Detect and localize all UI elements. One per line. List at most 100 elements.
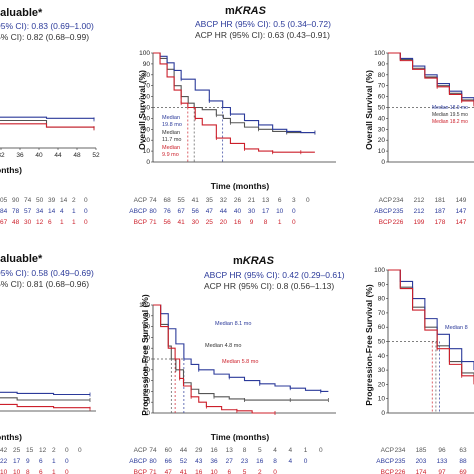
left-os-curves	[0, 116, 95, 131]
mkras-os-risk-value: 76	[163, 208, 171, 215]
mkras-os-risk-value: 17	[262, 208, 270, 215]
mkras-os-risk-value: 74	[149, 197, 157, 204]
mkras-os-y-tick-label: 90	[143, 61, 151, 68]
mkras-os-risk-value: 35	[206, 197, 214, 204]
left-pfs-risk-value: 0	[65, 447, 69, 454]
mkras-pfs-risk-value: 27	[226, 458, 234, 465]
mkras-pfs-risk-value: 10	[210, 469, 218, 474]
mkras-os-y-tick-label: 30	[143, 126, 151, 133]
mkras-os-abcp-curve	[153, 52, 315, 134]
mkras-os-risk-value: 13	[262, 197, 270, 204]
right-os-risk-value: 181	[435, 197, 446, 204]
right-os-curves	[388, 52, 474, 108]
mkras-os-median-bcp-label: Median	[162, 145, 180, 151]
left-os-risk-value: 78	[12, 208, 20, 215]
mkras-os-risk-value: 0	[292, 208, 296, 215]
mkras-pfs-y-tick-label: 90	[143, 313, 151, 320]
right-pfs-y-tick-label: 80	[378, 296, 386, 303]
mkras-pfs-risk-value: 4	[273, 447, 277, 454]
mkras-pfs-risk-value: 6	[227, 469, 231, 474]
mkras-pfs-curves	[153, 304, 329, 415]
right-os-risk-value: 178	[435, 219, 446, 226]
mkras-os-risk-value: 67	[178, 208, 186, 215]
right-pfs-y-tick-label: 50	[378, 339, 386, 346]
right-os-y-tick-label: 80	[378, 72, 386, 79]
left-pfs-risk-value: 1	[52, 458, 56, 465]
left-os-risk-value: 67	[0, 219, 8, 226]
mkras-pfs-risk-value: 4	[288, 447, 292, 454]
left-pfs-title: valuable*	[0, 253, 43, 265]
right-os-median-bcp: Median 18.2 mo	[432, 119, 468, 125]
mkras-os-risk-value: 41	[178, 219, 186, 226]
mkras-pfs-risk-value: 16	[256, 458, 264, 465]
right-os-panel: Overall Survival (%) 0 10 20 30 40 50 60 70 80 90…	[364, 50, 474, 226]
left-pfs-risk-value: 17	[13, 458, 21, 465]
left-pfs-risk-value: 10	[0, 469, 8, 474]
right-os-risk-value: 187	[435, 208, 446, 215]
mkras-os-risk-value: 32	[220, 197, 228, 204]
mkras-os-y-tick-label: 20	[143, 137, 151, 144]
mkras-os-panel: mKRAS ABCP HR (95% CI): 0.5 (0.34–0.72) …	[129, 5, 336, 226]
left-os-risk-value: 84	[0, 208, 8, 215]
left-os-risk-value: 30	[24, 219, 32, 226]
right-pfs-risk-value: 226	[395, 469, 406, 474]
left-os-risk-value: 0	[84, 208, 88, 215]
mkras-pfs-risk-value: 36	[210, 458, 218, 465]
left-pfs-risk-value: 42	[0, 447, 8, 454]
left-os-x-tick-label: 52	[92, 152, 100, 159]
left-os-risk-value: 12	[36, 219, 44, 226]
right-os-ylabel: Overall Survival (%)	[364, 70, 374, 150]
mkras-os-risk-value: 80	[149, 208, 157, 215]
right-pfs-risk-value: 96	[438, 447, 446, 454]
mkras-pfs-y-tick-label: 70	[143, 334, 151, 341]
mkras-os-risk-value: 0	[306, 197, 310, 204]
left-os-risk-value: 0	[84, 219, 88, 226]
left-os-x-tick-label: 32	[0, 152, 5, 159]
left-os-hr-2: 5% CI): 0.82 (0.68–0.99)	[0, 32, 89, 42]
left-pfs-bcp-curve	[0, 403, 91, 409]
mkras-os-axes: 0 10 20 30 40 50 60 70 80 90 100	[139, 50, 336, 166]
right-os-risk-value: 212	[414, 197, 425, 204]
left-pfs-risk-value: 10	[13, 469, 21, 474]
right-os-y-tick-label: 70	[378, 83, 386, 90]
right-os-y-tick-label: 0	[381, 159, 385, 166]
mkras-pfs-risk-value: 52	[180, 458, 188, 465]
right-pfs-risk-table: ACP 234 185 96 63 ABCP 235 203 133 88 BCP 226 174 97 6…	[376, 447, 467, 474]
mkras-pfs-risk-value: 47	[165, 469, 173, 474]
mkras-os-y-tick-label: 10	[143, 148, 151, 155]
left-os-risk-value: 1	[72, 219, 76, 226]
right-pfs-risk-value: 69	[459, 469, 467, 474]
mkras-os-y-tick-label: 80	[143, 72, 151, 79]
mkras-pfs-acp-curve	[153, 304, 329, 401]
mkras-os-title: mKRAS	[225, 5, 267, 17]
mkras-pfs-risk-value: 23	[241, 458, 249, 465]
mkras-os-y-tick-label: 50	[143, 105, 151, 112]
right-os-median-acp: Median 19.5 mo	[432, 112, 468, 118]
left-os-panel: valuable* 95% CI): 0.83 (0.69–1.00) 5% C…	[0, 7, 100, 226]
mkras-pfs-y-tick-label: 10	[143, 399, 151, 406]
mkras-pfs-xlabel: Time (months)	[211, 432, 270, 442]
left-pfs-risk-value: 1	[52, 469, 56, 474]
right-os-risk-value: 149	[456, 197, 467, 204]
left-os-risk-value: 74	[24, 197, 32, 204]
left-os-risk-value: 48	[12, 219, 20, 226]
right-pfs-risk-label: ABCP	[376, 458, 394, 465]
right-pfs-risk-value: 88	[459, 458, 467, 465]
right-os-risk-value: 234	[393, 197, 404, 204]
right-pfs-risk-value: 174	[416, 469, 427, 474]
mkras-os-median-acp-label: Median	[162, 130, 180, 136]
right-os-risk-label: ABCP	[374, 208, 392, 215]
left-pfs-hr-2: 5% CI): 0.81 (0.68–0.96)	[0, 279, 89, 289]
right-pfs-curves	[388, 269, 474, 413]
left-pfs-abcp-curve	[0, 391, 90, 396]
left-os-hr-1: 95% CI): 0.83 (0.69–1.00)	[0, 21, 94, 31]
mkras-os-risk-value: 41	[192, 197, 200, 204]
mkras-os-curves	[153, 52, 316, 162]
mkras-pfs-risk-label: BCP	[134, 469, 147, 474]
right-os-y-tick-label: 60	[378, 94, 386, 101]
right-os-y-tick-label: 10	[378, 148, 386, 155]
left-os-risk-value: 50	[36, 197, 44, 204]
right-pfs-median-abcp: Median 8	[445, 325, 468, 331]
mkras-pfs-risk-value: 0	[319, 447, 323, 454]
mkras-pfs-hr-acp: ACP HR (95% CI): 0.8 (0.56–1.13)	[204, 281, 334, 291]
